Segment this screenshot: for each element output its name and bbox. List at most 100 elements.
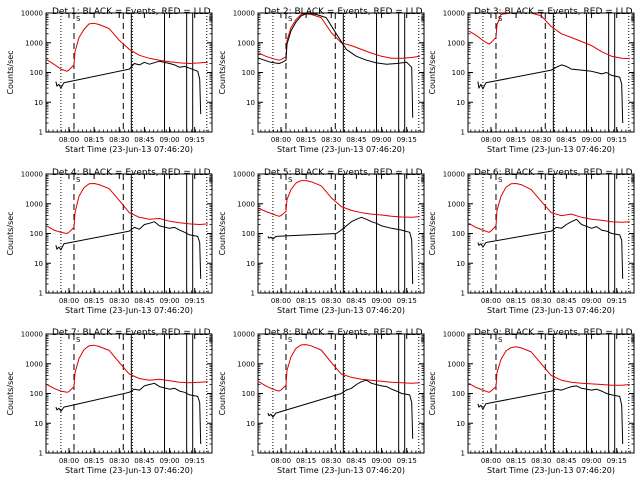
- y-axis-label: Counts/sec: [428, 211, 437, 255]
- x-tick-label: 08:00: [59, 136, 79, 144]
- x-tick-label: 08:45: [556, 297, 576, 305]
- y-tick-label: 10000: [443, 171, 465, 179]
- y-axis-label: Counts/sec: [428, 371, 437, 415]
- x-tick-label: 08:00: [59, 457, 79, 465]
- y-tick-label: 10: [246, 420, 255, 428]
- y-tick-label: 1000: [25, 360, 43, 368]
- x-axis-label: Start Time (23-Jun-13 07:46:20): [487, 306, 615, 315]
- panel-title: Det 2: BLACK = Events, RED = LLD: [264, 7, 423, 17]
- y-tick-label: 10: [246, 99, 255, 107]
- x-tick-label: 08:45: [556, 457, 576, 465]
- series-events-line: [267, 216, 414, 285]
- series-lld-line: [258, 13, 420, 61]
- panel-det-2: Det 2: BLACK = Events, RED = LLD Counts/s…: [218, 7, 425, 154]
- x-axis-label: Start Time (23-Jun-13 07:46:20): [65, 466, 193, 475]
- x-tick-label: 08:15: [84, 297, 104, 305]
- x-tick-label: 09:15: [185, 297, 205, 305]
- y-tick-label: 100: [30, 69, 43, 77]
- marker-s-label: S: [76, 176, 81, 184]
- x-tick-label: 08:45: [556, 136, 576, 144]
- y-tick-label: 100: [452, 230, 465, 238]
- y-tick-label: 1000: [237, 200, 255, 208]
- y-axis-label: Counts/sec: [6, 371, 15, 415]
- marker-s-label: S: [288, 336, 293, 344]
- y-tick-label: 1: [461, 450, 465, 458]
- series-events-line: [55, 60, 202, 115]
- plot-frame: [257, 173, 425, 294]
- y-axis-label: Counts/sec: [6, 50, 15, 94]
- x-tick-label: 08:00: [481, 457, 501, 465]
- panel-title: Det 3: BLACK = Events, RED = LLD: [474, 7, 633, 17]
- x-tick-label: 08:30: [531, 457, 551, 465]
- panel-title: Det 5: BLACK = Events, RED = LLD: [264, 168, 423, 178]
- x-tick-label: 08:15: [506, 297, 526, 305]
- x-tick-label: 09:00: [159, 136, 179, 144]
- plot-frame: [257, 12, 425, 133]
- y-axis-label: Counts/sec: [218, 211, 227, 255]
- y-tick-label: 100: [242, 69, 255, 77]
- x-tick-label: 09:15: [397, 136, 417, 144]
- y-axis-label: Counts/sec: [218, 371, 227, 415]
- y-tick-label: 10000: [443, 10, 465, 18]
- plot-frame: [45, 12, 213, 133]
- marker-s-label: S: [288, 176, 293, 184]
- panel-title: Det 9: BLACK = Events, RED = LLD: [474, 328, 633, 338]
- y-tick-label: 1: [251, 129, 255, 137]
- x-tick-label: 09:15: [607, 457, 627, 465]
- y-tick-label: 100: [452, 390, 465, 398]
- y-tick-label: 1000: [25, 200, 43, 208]
- x-tick-label: 08:00: [271, 457, 291, 465]
- series-lld-line: [46, 183, 208, 234]
- y-tick-label: 10000: [21, 171, 43, 179]
- y-tick-label: 1000: [237, 360, 255, 368]
- x-tick-label: 09:00: [159, 457, 179, 465]
- y-tick-label: 10: [34, 99, 43, 107]
- x-tick-label: 08:15: [506, 136, 526, 144]
- x-tick-label: 09:15: [185, 457, 205, 465]
- y-tick-label: 1000: [447, 200, 465, 208]
- x-tick-label: 08:30: [321, 457, 341, 465]
- x-axis-label: Start Time (23-Jun-13 07:46:20): [65, 306, 193, 315]
- x-tick-label: 08:15: [84, 457, 104, 465]
- panel-title: Det 6: BLACK = Events, RED = LLD: [474, 168, 633, 178]
- marker-e-label: E: [421, 15, 425, 23]
- marker-e-label: E: [209, 15, 213, 23]
- y-tick-label: 1: [251, 290, 255, 298]
- x-tick-label: 09:15: [607, 297, 627, 305]
- x-axis-label: Start Time (23-Jun-13 07:46:20): [277, 145, 405, 154]
- y-tick-label: 10000: [21, 331, 43, 339]
- panel-title: Det 7: BLACK = Events, RED = LLD: [52, 328, 211, 338]
- y-tick-label: 100: [30, 230, 43, 238]
- x-tick-label: 08:00: [481, 297, 501, 305]
- series-lld-line: [258, 344, 420, 392]
- y-tick-label: 1: [39, 450, 43, 458]
- series-lld-line: [468, 346, 630, 393]
- panel-det-3: Det 3: BLACK = Events, RED = LLD Counts/s…: [428, 7, 635, 154]
- y-tick-label: 10: [456, 99, 465, 107]
- y-tick-label: 10000: [233, 331, 255, 339]
- panel-det-8: Det 8: BLACK = Events, RED = LLD Counts/s…: [218, 328, 425, 475]
- marker-s-label: S: [76, 15, 81, 23]
- panel-title: Det 4: BLACK = Events, RED = LLD: [52, 168, 211, 178]
- y-tick-label: 1000: [237, 39, 255, 47]
- plot-frame: [45, 173, 213, 294]
- x-tick-label: 09:00: [159, 297, 179, 305]
- marker-e-label: E: [421, 176, 425, 184]
- y-tick-label: 1: [461, 129, 465, 137]
- x-tick-label: 08:00: [271, 297, 291, 305]
- panel-det-5: Det 5: BLACK = Events, RED = LLD Counts/s…: [218, 168, 425, 315]
- y-tick-label: 10: [456, 420, 465, 428]
- panel-det-1: Det 1: BLACK = Events, RED = LLD Counts/s…: [6, 7, 213, 154]
- series-events-line: [267, 379, 414, 439]
- x-tick-label: 08:00: [59, 297, 79, 305]
- x-tick-label: 08:15: [296, 457, 316, 465]
- x-tick-label: 09:00: [371, 457, 391, 465]
- plot-frame: [467, 333, 635, 454]
- x-tick-label: 08:30: [109, 297, 129, 305]
- marker-s-label: S: [498, 15, 503, 23]
- x-tick-label: 08:45: [134, 136, 154, 144]
- marker-e-label: E: [631, 336, 635, 344]
- x-axis-label: Start Time (23-Jun-13 07:46:20): [65, 145, 193, 154]
- series-events-line: [477, 385, 624, 445]
- series-lld-line: [258, 180, 420, 218]
